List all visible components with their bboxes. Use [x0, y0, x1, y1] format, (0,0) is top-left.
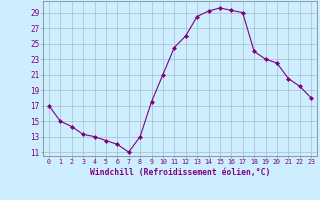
- X-axis label: Windchill (Refroidissement éolien,°C): Windchill (Refroidissement éolien,°C): [90, 168, 270, 177]
